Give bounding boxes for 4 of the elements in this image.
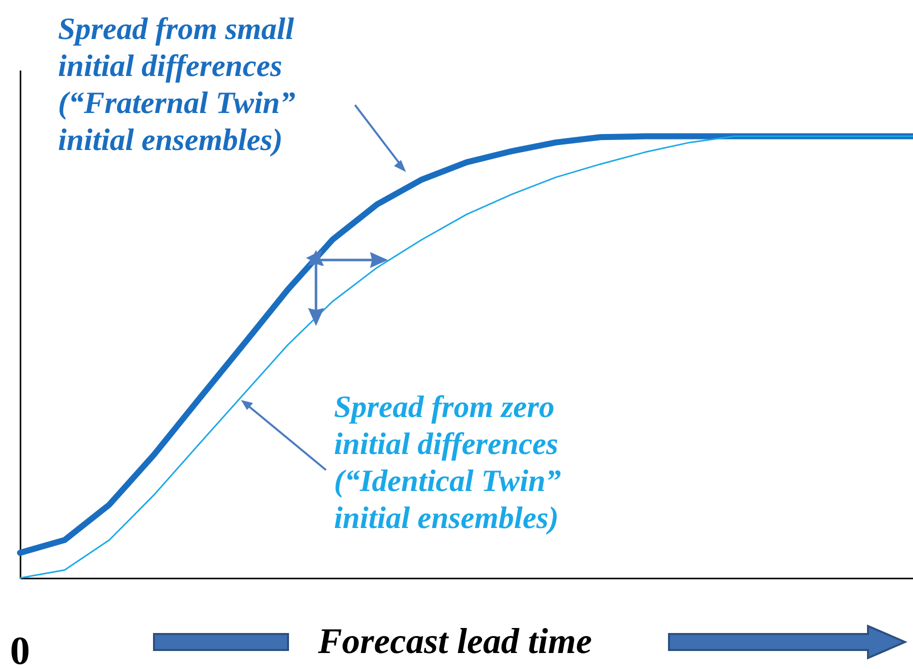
annotation: Spread from zero initial differences (“Identical Twin” initial ensembles) xyxy=(334,388,562,536)
annotation: Spread from small initial differences (“Fraternal Twin” initial ensembles) xyxy=(58,10,296,158)
text: 0 xyxy=(10,627,30,669)
x-axis-title: Forecast lead time xyxy=(318,620,592,662)
